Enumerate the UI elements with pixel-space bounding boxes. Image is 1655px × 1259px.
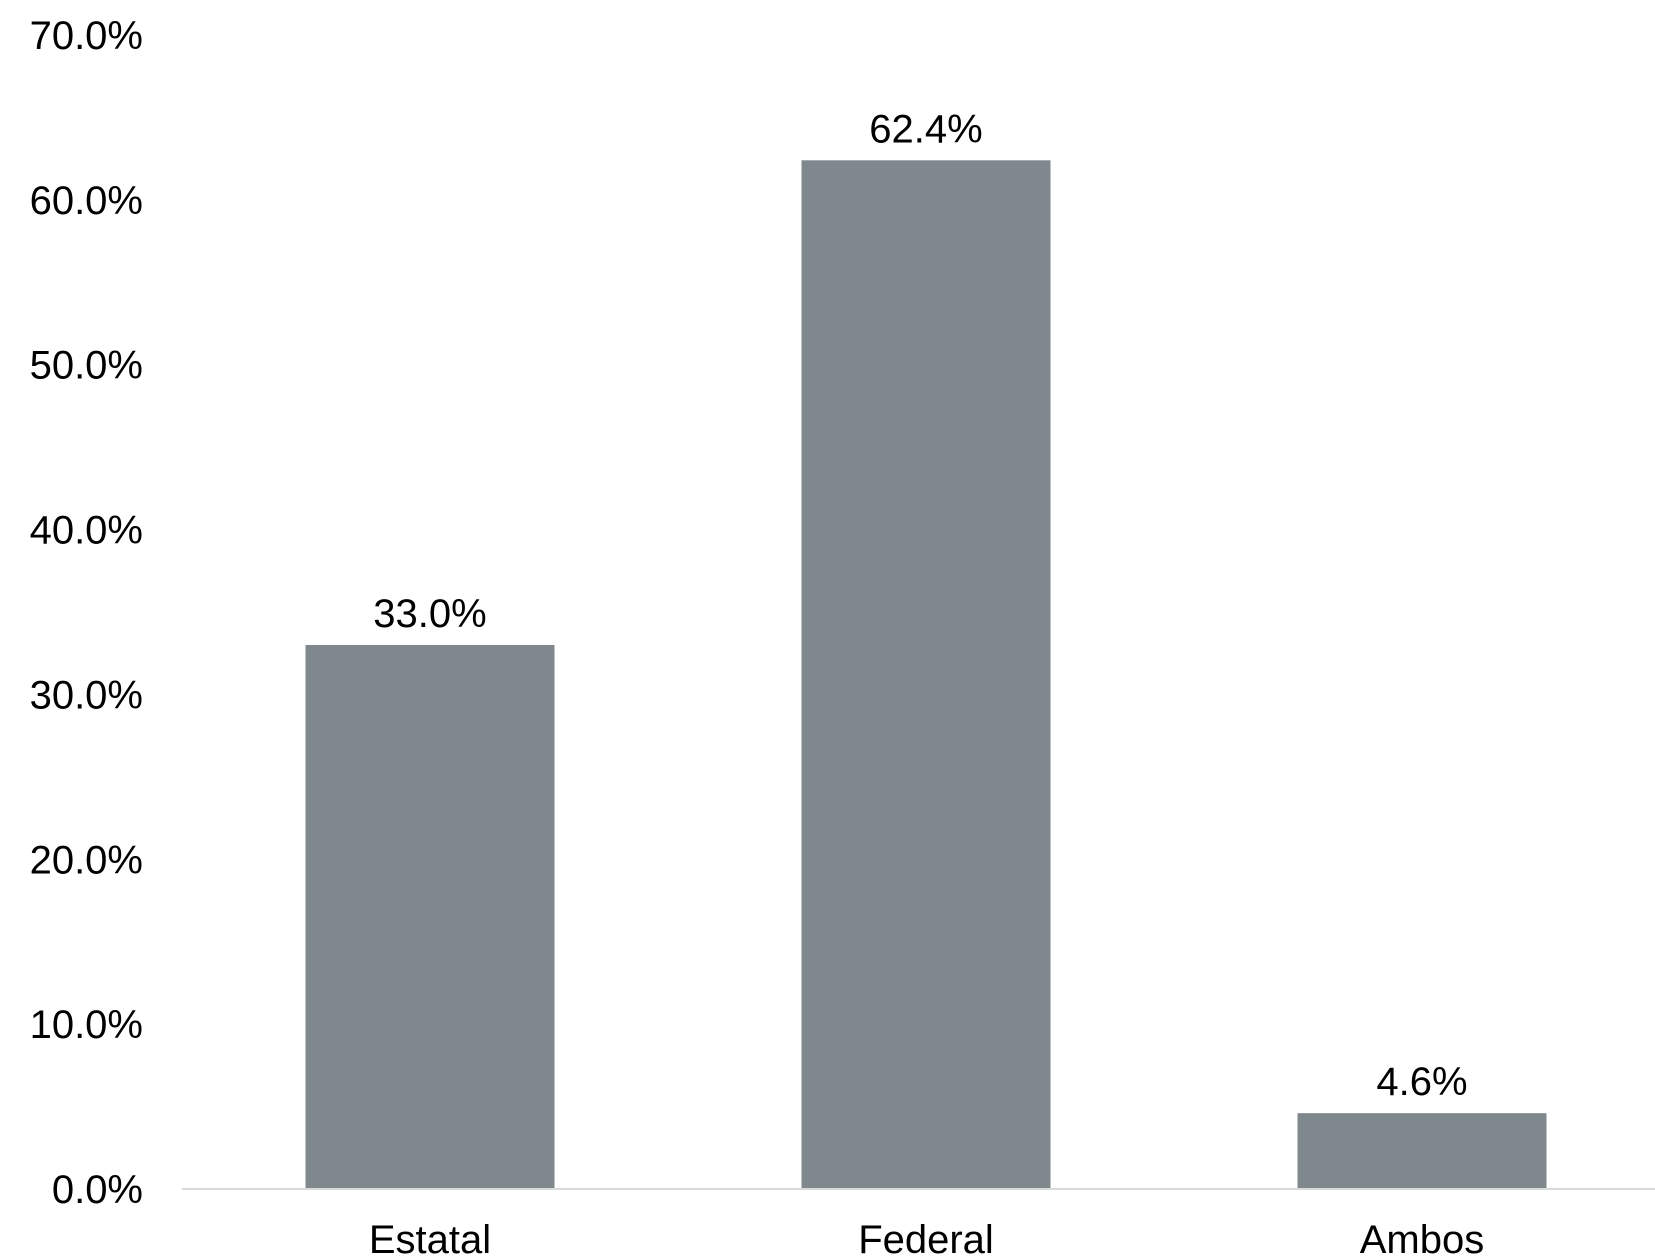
bars [305, 160, 1547, 1190]
bar-estatal [305, 644, 555, 1189]
bar-ambos [1297, 1113, 1547, 1189]
y-tick-label: 10.0% [30, 1003, 143, 1047]
x-tick-label-federal: Federal [858, 1218, 994, 1259]
x-tick-label-ambos: Ambos [1360, 1218, 1485, 1259]
y-tick-label: 40.0% [30, 509, 143, 553]
y-tick-label: 0.0% [52, 1168, 143, 1212]
data-label-federal: 62.4% [869, 107, 982, 151]
y-tick-label: 30.0% [30, 673, 143, 717]
data-label-ambos: 4.6% [1376, 1060, 1467, 1104]
x-tick-label-estatal: Estatal [369, 1218, 491, 1259]
y-tick-label: 70.0% [30, 14, 143, 58]
data-labels: 33.0% 62.4% 4.6% [373, 107, 1467, 1104]
y-tick-label: 50.0% [30, 344, 143, 388]
y-tick-label: 20.0% [30, 838, 143, 882]
y-tick-label: 60.0% [30, 179, 143, 223]
x-axis: Estatal Federal Ambos [369, 1218, 1484, 1259]
data-label-estatal: 33.0% [373, 592, 486, 636]
bar-federal [801, 160, 1051, 1190]
y-axis: 0.0% 10.0% 20.0% 30.0% 40.0% 50.0% 60.0% 70.0% [30, 14, 143, 1212]
